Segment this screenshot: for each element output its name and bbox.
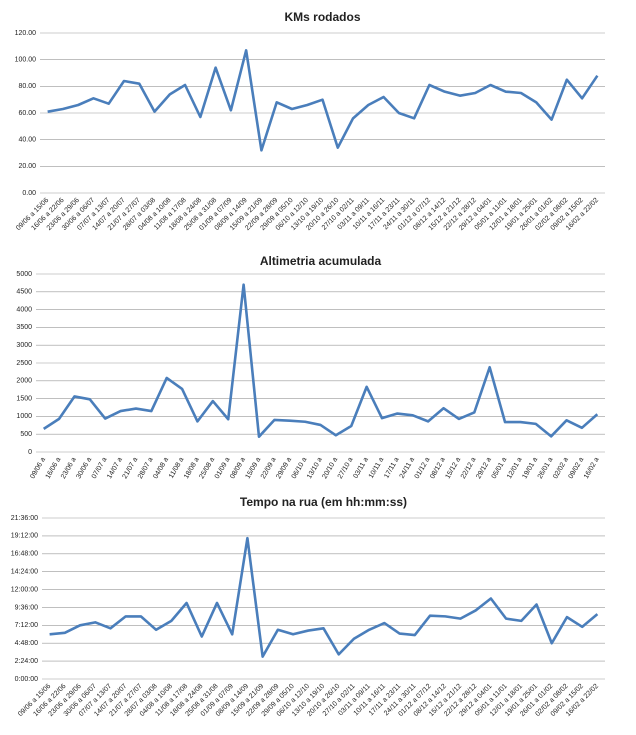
y-tick-label: 80.00 [18,83,36,90]
y-tick-label: 1500 [16,395,32,402]
y-tick-label: 9:36:00 [15,604,38,611]
y-tick-label: 12:00:00 [11,586,38,593]
y-tick-label: 16:48:00 [11,551,38,558]
y-tick-label: 2:24:00 [15,658,38,665]
y-tick-label: 20.00 [18,163,36,170]
y-tick-label: 2500 [16,360,32,367]
y-tick-label: 60.00 [18,110,36,117]
y-tick-label: 100.00 [15,57,37,64]
y-tick-label: 0:00:00 [15,676,38,683]
x-tick-label: 16/02 a [583,456,601,480]
y-tick-label: 5000 [16,271,32,278]
data-line [42,283,599,438]
y-tick-label: 0.00 [22,190,36,197]
y-tick-label: 3000 [16,342,32,349]
y-tick-label: 4000 [16,306,32,313]
y-tick-label: 19:12:00 [11,533,38,540]
y-tick-label: 21:36:00 [11,515,38,522]
y-tick-label: 1000 [16,413,32,420]
y-tick-label: 4500 [16,289,32,296]
y-tick-label: 500 [20,431,32,438]
y-tick-label: 40.00 [18,137,36,144]
y-tick-label: 120.00 [15,30,37,37]
chart-title: Altimetria acumulada [260,254,382,268]
y-tick-label: 14:24:00 [11,569,38,576]
data-line [47,49,599,152]
y-tick-label: 0 [28,449,32,456]
chart-title: KMs rodados [284,10,360,24]
chart-title: Tempo na rua (em hh:mm:ss) [240,495,407,509]
y-tick-label: 2000 [16,378,32,385]
y-tick-label: 3500 [16,324,32,331]
y-tick-label: 4:48:00 [15,640,38,647]
y-tick-label: 7:12:00 [15,622,38,629]
data-line [49,536,599,658]
